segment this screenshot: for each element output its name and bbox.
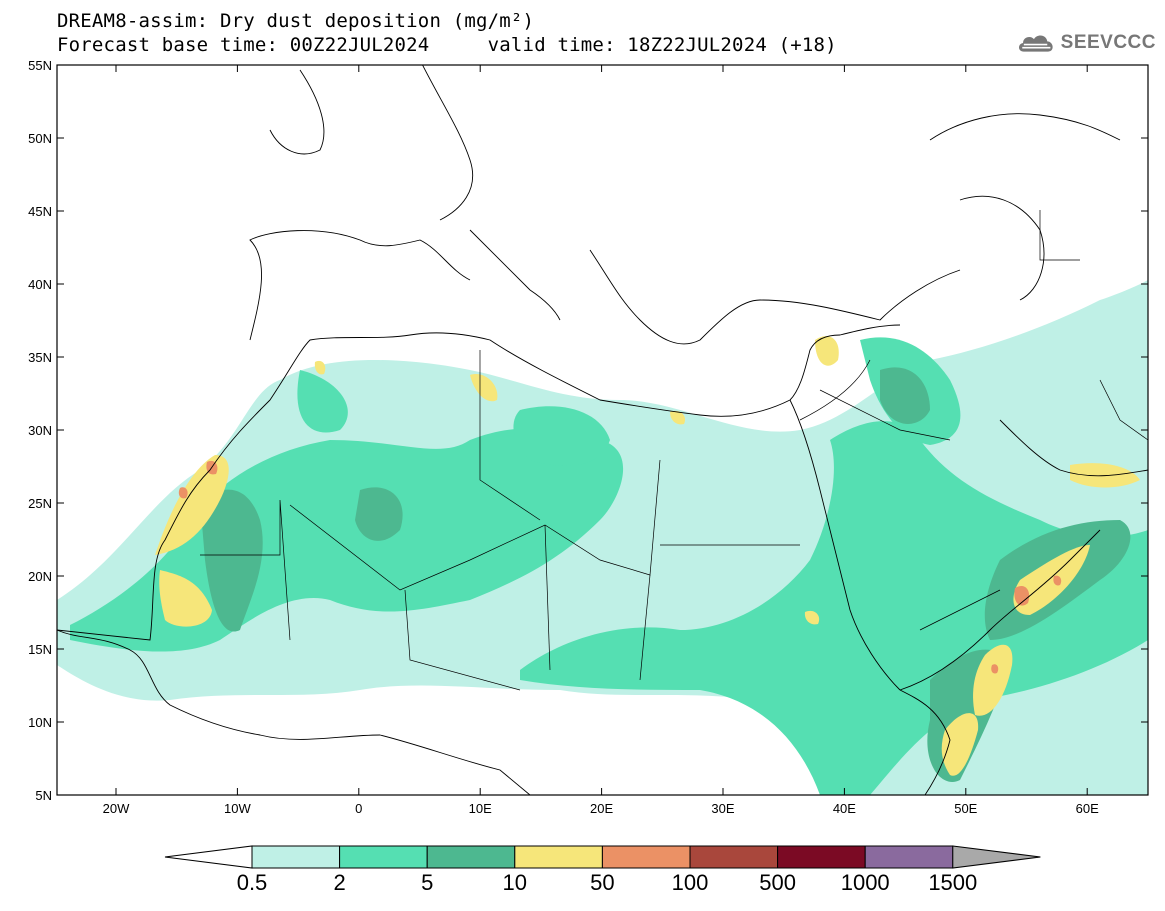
map-subtitle: Forecast base time: 00Z22JUL2024 valid t… <box>57 34 837 56</box>
colorbar-label: 500 <box>759 870 796 895</box>
lon-label: 20E <box>590 801 613 816</box>
lat-label: 15N <box>28 642 52 657</box>
colorbar-label: 10 <box>503 870 527 895</box>
lat-label: 25N <box>28 496 52 511</box>
colorbar-label: 5 <box>421 870 433 895</box>
lat-label: 55N <box>28 58 52 73</box>
lon-label: 10E <box>469 801 492 816</box>
map-title: DREAM8-assim: Dry dust deposition (mg/m²… <box>57 10 535 32</box>
coastlines <box>57 65 1148 795</box>
colorbar-max-arrow <box>952 845 1041 869</box>
seevccc-logo: SEEVCCC <box>1016 26 1156 60</box>
colorbar-label: 1000 <box>841 870 890 895</box>
colorbar-swatch <box>514 845 603 869</box>
lon-label: 20W <box>103 801 130 816</box>
colorbar-swatch <box>426 845 516 869</box>
lat-label: 5N <box>35 788 52 803</box>
colorbar-swatch <box>689 845 779 869</box>
latitude-axis: 55N 50N 45N 40N 35N 30N 25N 20N 15N 10N 5N <box>28 58 1148 803</box>
colorbar-label: 50 <box>590 870 614 895</box>
colorbar-swatch <box>864 845 954 869</box>
colorbar-label: 2 <box>333 870 345 895</box>
lon-label: 60E <box>1076 801 1099 816</box>
lat-label: 45N <box>28 204 52 219</box>
lat-label: 50N <box>28 131 52 146</box>
lon-label: 50E <box>954 801 977 816</box>
lat-label: 30N <box>28 423 52 438</box>
logo-text: SEEVCCC <box>1060 32 1156 53</box>
cloud-icon <box>1019 35 1053 52</box>
colorbar-label: 0.5 <box>237 870 268 895</box>
colorbar-swatch <box>251 845 341 869</box>
colorbar-swatch <box>601 845 691 869</box>
lat-label: 40N <box>28 277 52 292</box>
longitude-axis: 20W 10W 0 10E 20E 30E 40E 50E 60E <box>103 65 1099 816</box>
lon-label: 30E <box>711 801 734 816</box>
lat-label: 20N <box>28 569 52 584</box>
lat-label: 35N <box>28 350 52 365</box>
colorbar-swatch <box>339 845 428 869</box>
colorbar-label: 100 <box>672 870 709 895</box>
colorbar-min-arrow <box>164 845 253 869</box>
lat-label: 10N <box>28 715 52 730</box>
country-borders <box>200 210 1148 691</box>
colorbar-swatch <box>777 845 866 869</box>
dust-contours <box>57 280 1148 795</box>
colorbar-legend: 0.5 2 5 10 50 100 500 1000 1500 <box>164 845 1041 895</box>
colorbar-label: 1500 <box>928 870 977 895</box>
lon-label: 40E <box>833 801 856 816</box>
lon-label: 10W <box>224 801 251 816</box>
lon-label: 0 <box>355 801 362 816</box>
